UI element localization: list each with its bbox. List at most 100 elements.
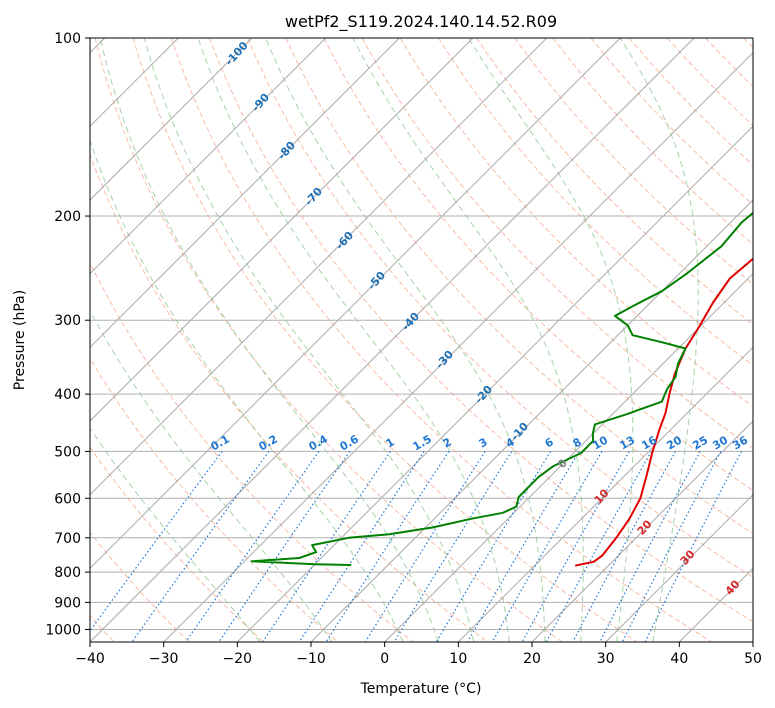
y-tick-label: 400 <box>54 387 81 403</box>
dry-adiabat <box>514 38 753 285</box>
moist-adiabat <box>352 38 584 642</box>
moist-adiabat <box>197 38 510 642</box>
isotherm-line <box>531 420 753 642</box>
mixing-ratio-line <box>90 451 223 632</box>
dry-adiabat <box>361 38 753 449</box>
isotherm-label: 40 <box>723 577 743 597</box>
dry-adiabat <box>170 38 712 642</box>
mixing-ratio-line <box>185 451 320 642</box>
isotherm-line <box>678 567 753 642</box>
y-tick-label: 300 <box>54 313 81 329</box>
x-tick-label: 50 <box>744 651 762 667</box>
isotherm-label: -20 <box>472 383 495 407</box>
dry-adiabat <box>90 446 264 642</box>
dry-adiabat <box>628 38 753 166</box>
x-tick-label: −30 <box>149 651 179 667</box>
y-tick-label: 100 <box>54 31 81 47</box>
dry-adiabat <box>209 38 753 623</box>
y-tick-label: 1000 <box>45 622 81 638</box>
isotherm-line <box>310 199 753 642</box>
x-axis: −40 −30 −20 −10 0 10 20 30 40 50 <box>75 642 762 667</box>
moist-adiabat <box>90 427 261 642</box>
isotherm-label: -50 <box>365 269 388 293</box>
moist-adiabat <box>468 38 634 642</box>
dry-adiabat <box>705 38 753 88</box>
dry-adiabat <box>90 261 414 642</box>
isotherm-line <box>457 346 753 642</box>
x-tick-label: −20 <box>223 651 253 667</box>
mixing-ratio-line <box>621 451 722 642</box>
mixing-ratio-label: 20 <box>664 433 684 452</box>
mixing-ratio-label: 1.5 <box>411 432 434 453</box>
y-axis-label: Pressure (hPa) <box>12 290 28 390</box>
dewpoint-line <box>250 211 753 566</box>
mixing-ratio-line <box>364 451 486 642</box>
mixing-ratio-line <box>491 451 603 642</box>
mixing-ratio-label: 36 <box>730 433 750 452</box>
x-tick-label: −10 <box>296 651 326 667</box>
x-tick-label: 0 <box>380 651 389 667</box>
mixing-ratio-label: 2 <box>441 435 454 450</box>
isotherm-label: 10 <box>592 486 612 506</box>
x-tick-label: 20 <box>523 651 541 667</box>
dry-adiabat <box>94 38 563 642</box>
mixing-ratio-label: 0.1 <box>209 432 232 453</box>
mixing-ratio-line <box>466 451 580 642</box>
isotherm-label: 20 <box>635 517 655 537</box>
isotherm-line <box>90 38 327 275</box>
temperature-line <box>574 257 753 567</box>
isotherm-line <box>236 125 753 642</box>
isotherm-line <box>384 272 753 642</box>
dry-adiabat <box>323 38 753 492</box>
isotherm-label: -30 <box>433 348 456 372</box>
mixing-ratio-line <box>572 451 677 642</box>
isotherm-line <box>90 38 253 201</box>
mixing-ratio-line <box>325 451 450 642</box>
dry-adiabat <box>90 153 488 642</box>
data-series <box>250 211 753 567</box>
mixing-ratio-label: 0.6 <box>338 432 362 453</box>
isotherm-line <box>605 493 753 642</box>
mixing-ratio-label: 3 <box>477 435 490 450</box>
mixing-ratio-label: 0.4 <box>307 432 331 453</box>
plot-frame <box>89 37 754 643</box>
mixing-ratio-label: 6 <box>543 435 556 450</box>
isotherm-line <box>90 38 400 349</box>
x-tick-label: 30 <box>597 651 615 667</box>
mixing-ratio-line <box>218 451 351 642</box>
mixing-ratio-line <box>599 451 701 642</box>
mixing-ratio-line <box>521 451 630 642</box>
dry-adiabat <box>247 38 753 578</box>
dry-adiabat <box>437 38 753 366</box>
mixing-ratio-line <box>298 451 425 642</box>
dry-adiabat <box>552 38 753 245</box>
isotherm-line <box>163 51 753 642</box>
isotherm-line <box>90 38 548 496</box>
y-tick-label: 500 <box>54 444 81 460</box>
isotherm-line <box>90 38 474 422</box>
moist-adiabat <box>265 38 546 642</box>
isotherm-line <box>752 641 753 642</box>
y-axis: 100 200 300 400 500 600 700 800 900 1000 <box>45 31 90 638</box>
moist-adiabat <box>90 309 333 642</box>
mixing-ratio-line <box>435 451 552 642</box>
mixing-ratio-line <box>131 451 270 642</box>
x-axis-label: Temperature (°C) <box>360 681 482 697</box>
moist-adiabat <box>143 38 475 642</box>
y-tick-label: 200 <box>54 209 81 225</box>
mixing-ratio-label: 30 <box>710 433 730 452</box>
dry-adiabat <box>590 38 753 206</box>
x-tick-label: 10 <box>449 651 467 667</box>
chart-title: wetPf2_S119.2024.140.14.52.R09 <box>285 12 557 32</box>
moist-adiabat <box>99 38 439 642</box>
isotherm-line <box>90 38 695 642</box>
y-tick-label: 600 <box>54 491 81 507</box>
mixing-ratio-line <box>262 451 391 642</box>
mixing-ratio-line <box>545 451 652 642</box>
moist-adiabat <box>90 139 404 642</box>
mixing-ratio-line <box>393 451 513 642</box>
y-tick-label: 700 <box>54 531 81 547</box>
mixing-ratio-label: 25 <box>690 434 710 453</box>
dry-adiabat <box>285 38 753 535</box>
